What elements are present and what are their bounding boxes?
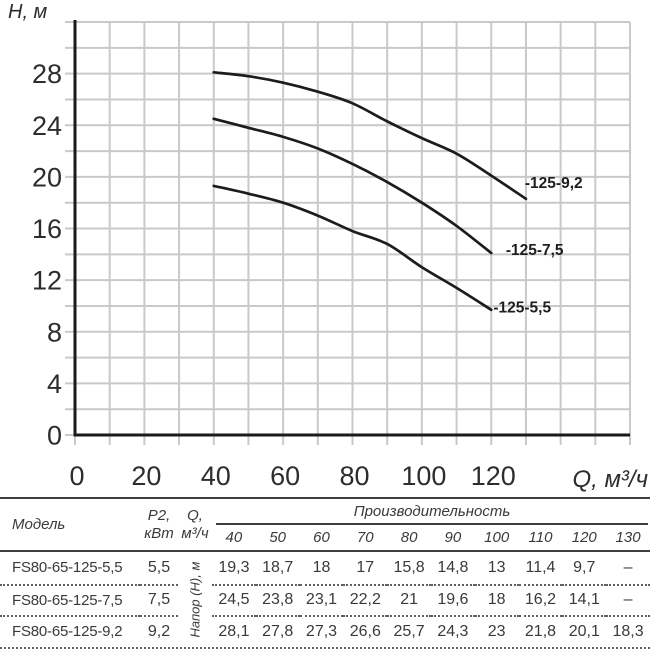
- value-cell: 18,7: [262, 558, 294, 576]
- value-cell: –: [623, 558, 633, 576]
- value-cell: 18,3: [606, 615, 650, 647]
- value-cell: 14,8: [437, 558, 469, 576]
- p2-cell: 5,5: [147, 558, 171, 576]
- value-cell: 19,3: [218, 558, 250, 576]
- x-tick-label: 100: [401, 461, 446, 491]
- value-cell: 21,8: [518, 615, 563, 647]
- p2-cell: 7,5: [140, 583, 178, 616]
- flow-col-40: 40: [225, 529, 243, 546]
- x-tick-label: 60: [270, 461, 300, 491]
- p2-cell: 9,2: [140, 615, 178, 647]
- head-axis-rotated-label: Напор (H), м: [187, 561, 203, 638]
- y-tick-label: 20: [32, 162, 62, 192]
- value-cell: –: [606, 583, 650, 616]
- value-cell: 18: [474, 583, 519, 616]
- flow-col-80: 80: [400, 529, 418, 546]
- value-cell: 17: [356, 558, 375, 576]
- flow-col-110: 110: [528, 529, 553, 546]
- value-cell: 14,1: [562, 583, 607, 616]
- performance-group-header: Производительность: [216, 499, 648, 525]
- y-tick-label: 24: [32, 111, 62, 141]
- flow-col-90: 90: [444, 529, 462, 546]
- p2-header-line1: P2,: [147, 506, 171, 524]
- value-cell: 26,6: [343, 615, 388, 647]
- flow-col-100: 100: [484, 529, 510, 546]
- y-tick-label: 0: [47, 421, 62, 451]
- q-header-line2: м³/ч: [181, 524, 209, 542]
- value-cell: 27,8: [255, 615, 300, 647]
- curve-label-125-7,5: -125-7,5: [506, 242, 564, 259]
- x-tick-label: 20: [131, 461, 161, 491]
- x-axis-title: Q, м³/ч: [572, 466, 648, 493]
- value-cell: 24,3: [430, 615, 475, 647]
- spec-table: Модель P2, кВт Q, м³/ч Производительност…: [0, 497, 650, 649]
- y-tick-label: 16: [32, 214, 62, 244]
- value-cell: 19,6: [430, 583, 475, 616]
- model-cell: FS80-65-125-9,2: [0, 615, 140, 647]
- chart-area: 0 4 8 12 16 20 24 28 0 20 40 60 80 100 120 H, м Q, м³/ч -…: [8, 1, 648, 493]
- value-cell: 18: [312, 558, 331, 576]
- curve-label-125-5,5: -125-5,5: [493, 299, 551, 316]
- value-cell: 23,1: [299, 583, 344, 616]
- pump-curve-125-7,5: [212, 117, 493, 255]
- flow-col-70: 70: [356, 529, 374, 546]
- flow-col-120: 120: [571, 529, 597, 546]
- value-cell: 11,4: [525, 558, 556, 576]
- col-group-performance: Производительность 40 50 60 70 80 90 100…: [212, 499, 650, 552]
- pump-curve-125-9,2: [212, 70, 528, 201]
- flow-col-130: 130: [615, 529, 641, 546]
- value-cell: 28,1: [212, 615, 256, 647]
- y-tick-label: 4: [47, 369, 62, 399]
- value-cell: 13: [487, 558, 506, 576]
- value-cell: 21: [387, 583, 431, 616]
- x-tick-label: 120: [471, 461, 516, 491]
- value-cell: 23,8: [255, 583, 300, 616]
- model-cell: FS80-65-125-5,5: [12, 559, 123, 577]
- pump-curve-125-5,5: [212, 184, 493, 312]
- value-cell: 9,7: [573, 558, 596, 576]
- x-tick-label: 80: [339, 461, 369, 491]
- y-tick-label: 8: [47, 317, 62, 347]
- value-cell: 25,7: [387, 615, 431, 647]
- flow-column-headers: 40 50 60 70 80 90 100 110 120 130: [208, 525, 650, 550]
- flow-col-60: 60: [313, 529, 330, 546]
- value-cell: 16,2: [518, 583, 563, 616]
- value-cell: 27,3: [299, 615, 344, 647]
- col-header-q: Q, м³/ч: [178, 499, 212, 552]
- col-header-p2: P2, кВт: [140, 499, 178, 552]
- y-axis-title: H, м: [8, 1, 48, 23]
- y-tick-label: 28: [32, 59, 62, 89]
- model-cell: FS80-65-125-7,5: [0, 583, 140, 616]
- p2-header-line2: кВт: [144, 524, 174, 542]
- value-cell: 24,5: [212, 583, 256, 616]
- curve-label-125-9,2: -125-9,2: [525, 175, 583, 192]
- q-header-line1: Q,: [187, 506, 203, 524]
- x-tick-label: 0: [69, 461, 84, 491]
- value-cell: 20,1: [562, 615, 607, 647]
- y-tick-label: 12: [32, 266, 62, 296]
- x-tick-label: 40: [201, 461, 231, 491]
- value-cell: 23: [474, 615, 519, 647]
- flow-col-50: 50: [269, 529, 287, 546]
- value-cell: 15,8: [393, 558, 425, 576]
- value-cell: 22,2: [343, 583, 388, 616]
- col-header-model: Модель: [0, 499, 140, 552]
- pump-curves-chart: 0 4 8 12 16 20 24 28 0 20 40 60 80 100 120 H, м Q, м³/ч -…: [8, 1, 648, 493]
